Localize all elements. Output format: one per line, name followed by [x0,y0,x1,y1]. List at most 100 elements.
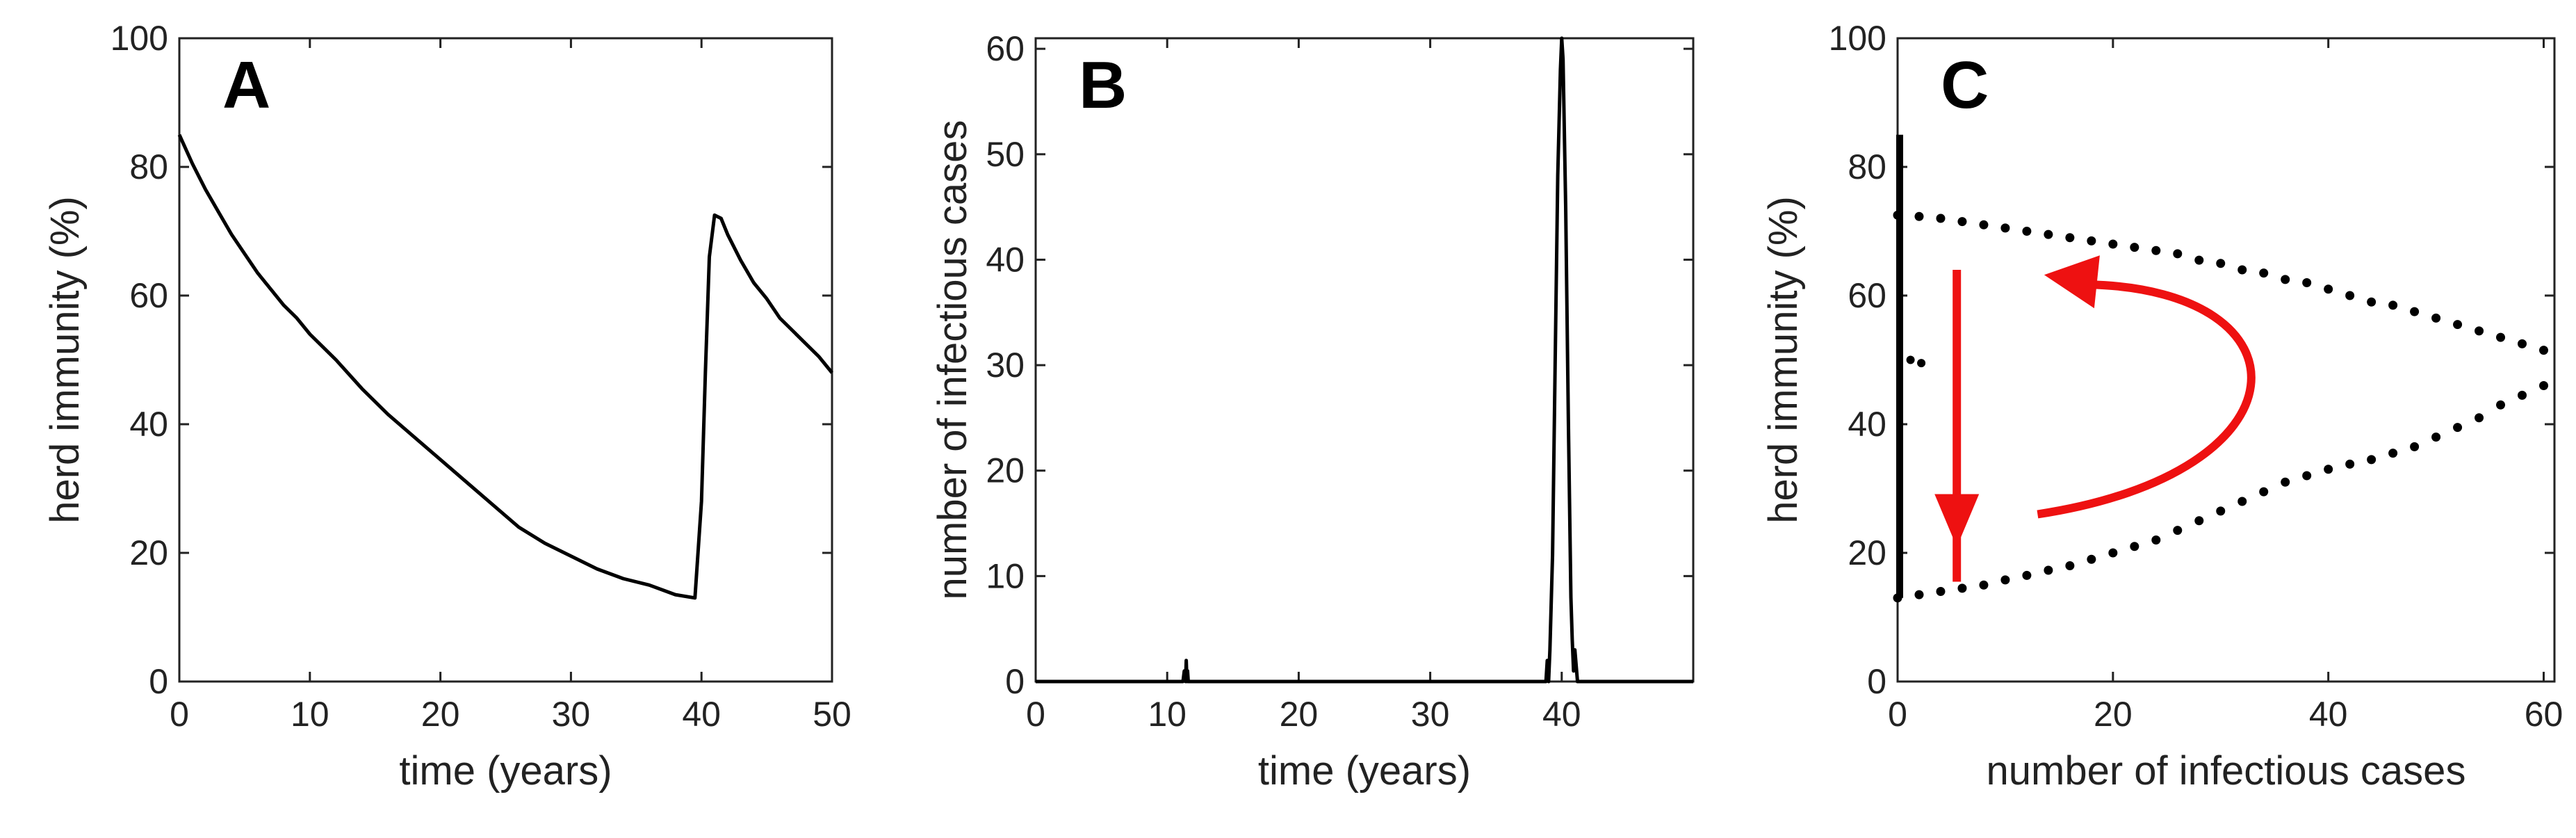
isolated-point [1917,359,1926,368]
data-point [2065,233,2075,243]
data-point [2130,542,2139,551]
y-tick-label: 50 [986,135,1025,174]
y-tick-label: 60 [986,29,1025,68]
x-tick-label: 0 [170,695,189,734]
data-point [2367,297,2377,307]
data-point [2475,326,2484,336]
data-point [2237,497,2247,506]
y-tick-label: 80 [1848,147,1886,186]
y-tick-label: 40 [1848,405,1886,444]
series-line [1036,36,1693,684]
y-tick-label: 20 [1848,533,1886,572]
y-tick-label: 0 [1005,662,1025,701]
data-point [2237,265,2247,275]
data-point [2518,390,2527,400]
y-tick-label: 80 [129,147,168,186]
x-tick-label: 40 [682,695,721,734]
panel-letter: C [1941,48,1989,122]
x-tick-label: 0 [1026,695,1045,734]
data-point [2044,229,2053,239]
isolated-point [1906,355,1915,364]
data-point [2065,561,2075,570]
data-point [2173,526,2183,535]
data-point [2453,320,2463,330]
data-point [2496,400,2506,410]
data-point [2410,442,2420,451]
data-point [2431,433,2441,442]
y-tick-label: 30 [986,346,1025,385]
data-point [2216,506,2226,516]
x-tick-label: 10 [1148,695,1187,734]
panel-letter: A [222,48,270,122]
y-axis-label: herd immunity (%) [1761,196,1806,524]
x-tick-label: 0 [1888,695,1907,734]
data-point [1979,220,1989,229]
data-point [2108,548,2118,558]
axes-frame [1896,37,2556,683]
data-point [1957,217,1967,227]
data-point [1936,213,1946,223]
data-point [2345,459,2355,469]
data-point [2302,471,2312,481]
y-tick-label: 40 [986,240,1025,279]
data-point [2000,223,2010,233]
x-axis-label: number of infectious cases [1987,748,2466,793]
down-arrow-head [1934,494,1980,547]
data-point [2345,291,2355,300]
x-tick-label: 20 [421,695,460,734]
data-point [2388,300,2398,310]
y-axis-label: number of infectious cases [930,120,975,600]
y-tick-label: 20 [986,451,1025,490]
data-point [2518,339,2527,348]
x-tick-label: 20 [2094,695,2133,734]
data-point [1914,590,1924,599]
x-axis-label: time (years) [1258,748,1471,793]
data-point [2281,275,2290,284]
x-tick-label: 30 [1411,695,1450,734]
y-tick-label: 40 [129,405,168,444]
data-point [2194,255,2204,265]
data-point [2496,332,2506,342]
panel-c: 0 20 40 60 0 20 40 60 80 100 number of infectious … [1761,19,2563,793]
x-tick-label: 50 [813,695,851,734]
x-tick-label: 30 [552,695,591,734]
y-tick-label: 10 [986,556,1025,595]
data-point [2431,313,2441,323]
data-point [2259,487,2269,497]
data-point [2173,249,2183,259]
data-point [2087,554,2096,564]
data-point [2216,259,2226,268]
axes-frame [1034,37,1695,683]
y-tick-label: 60 [1848,276,1886,315]
panel-letter: B [1079,48,1127,122]
y-tick-label: 60 [129,276,168,315]
y-tick-label: 0 [149,662,168,701]
data-point [2259,268,2269,278]
data-point [2453,423,2463,433]
data-point [2194,516,2204,526]
data-point [2367,455,2377,465]
x-tick-label: 20 [1280,695,1319,734]
data-point [2324,465,2333,474]
data-point [1893,593,1902,603]
panel-a: 0 10 20 30 40 50 0 20 40 60 80 100 time (years) herd … [42,19,851,793]
data-point [2151,535,2161,545]
x-tick-label: 10 [291,695,329,734]
data-point [2022,227,2032,236]
data-point [2410,307,2420,316]
data-point [2539,346,2549,355]
y-tick-label: 100 [1829,19,1886,58]
axes-frame [178,37,833,683]
data-point [2151,245,2161,255]
x-axis-label: time (years) [399,748,612,793]
curved-arrow-shaft [2037,280,2256,519]
data-point [2324,284,2333,294]
data-point [2000,575,2010,585]
data-point [2475,413,2484,423]
data-point [2539,381,2549,390]
data-point [2302,278,2312,287]
data-point [1957,583,1967,593]
data-point [1979,580,1989,590]
data-point [2388,449,2398,458]
